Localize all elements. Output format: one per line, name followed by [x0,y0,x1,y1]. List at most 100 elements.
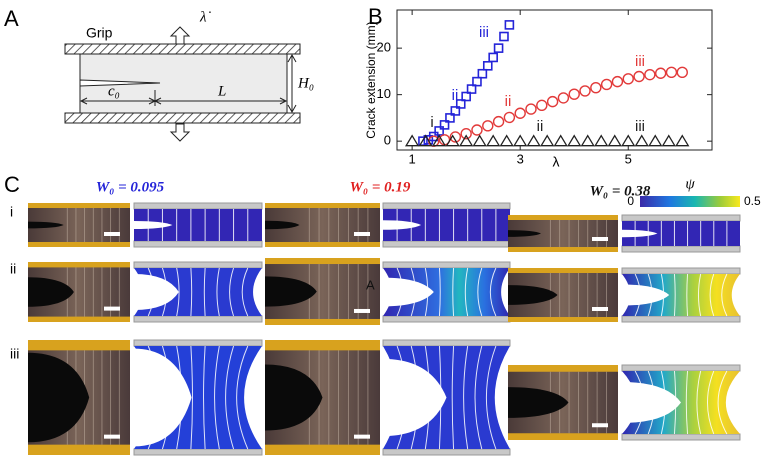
sim-grip [382,240,511,248]
sim-line [489,267,497,317]
sim-line [696,370,702,435]
marker [665,66,678,79]
marker [445,134,460,147]
height-label: H₀ [297,75,314,91]
sim-line [707,370,715,435]
marker [450,106,461,116]
sim-grip [382,261,511,269]
simulation [621,267,741,323]
sim-grip [621,433,741,441]
colorbar-symbol: ψ [685,176,695,192]
marker [482,61,493,71]
simulation [382,261,511,323]
sim-body [383,209,510,241]
sim-crack [134,221,173,229]
sim-grip [133,448,263,456]
panel-b: B Crack extension (mm) λ 1 3 501020iiiiiii… [364,4,713,170]
marker [499,31,509,42]
sim-crack [134,348,192,447]
marker [590,81,602,94]
sim-grip [133,240,263,248]
marker [460,128,472,140]
marker [477,68,488,79]
marker [634,134,649,147]
sim-grip [133,339,263,347]
marker [439,120,450,130]
marker [455,99,466,109]
panel-letter: C [4,172,20,197]
row-label: i [10,204,13,220]
photo [28,262,130,322]
sim-line [203,267,206,317]
marker [503,111,516,124]
photo-crack [28,277,74,307]
sim-line [709,273,715,317]
sim-line [721,273,728,317]
marker [466,84,477,94]
simulation [133,202,263,248]
dimension-arrow [287,53,297,114]
sim-line [717,370,728,435]
panel-c: C ψ 0 0.5 W₀ = 0.095 W₀ = 0.19 W₀ = 0.38ii… [4,172,761,456]
marker [431,134,447,147]
photo-crack [265,276,317,307]
sim-line [697,273,702,317]
simulation [382,202,511,248]
sim-line [225,345,235,450]
marker [418,134,433,147]
marker [622,73,634,85]
sim-grip [621,245,741,253]
plot-frame [396,9,713,151]
photo-crack [265,220,300,230]
marker [594,134,609,147]
sim-crack [383,277,434,307]
column-header: W₀ = 0.19 [350,179,411,195]
y-tick-label: 10 [377,86,391,101]
marker [611,75,624,88]
sim-grip [621,214,741,222]
sim-crack [383,220,422,230]
sim-line [241,267,249,317]
marker [536,99,548,112]
sim-line [214,345,220,450]
sim-line [190,345,193,450]
photo [508,365,618,440]
scale-bar [354,434,370,439]
marker [472,76,482,87]
sim-grip [621,364,741,372]
annotation: ii [537,118,544,135]
scale-bar [104,434,120,439]
x-tick-label: 3 [517,151,524,166]
photo-crack [508,285,558,305]
sim-crack [134,274,179,310]
marker [499,134,514,147]
marker [557,92,570,104]
marker [404,134,420,147]
sim-line [686,273,689,317]
colorbar-min: 0 [627,194,634,208]
sim-line [236,345,249,450]
scale-bar [104,306,120,311]
marker [461,91,471,102]
scale-bar [592,237,608,241]
length-label: L [217,83,226,99]
scale-bar [104,232,120,236]
marker [654,67,667,79]
simulation [382,339,511,456]
sim-line [474,345,483,450]
row-label: ii [10,261,16,277]
sim-grip [382,339,511,347]
marker [567,134,582,147]
y-tick-label: 0 [384,133,391,148]
photo-crack [28,352,90,443]
simulation [621,214,741,253]
sim-line [452,267,455,317]
marker [546,95,559,108]
y-tick-label: 20 [377,40,391,55]
marker [482,120,494,132]
column-header: W₀ = 0.38 [590,183,651,199]
sim-line [464,267,469,317]
sim-line [685,370,689,435]
marker [428,131,439,142]
photo-crack [265,364,323,431]
